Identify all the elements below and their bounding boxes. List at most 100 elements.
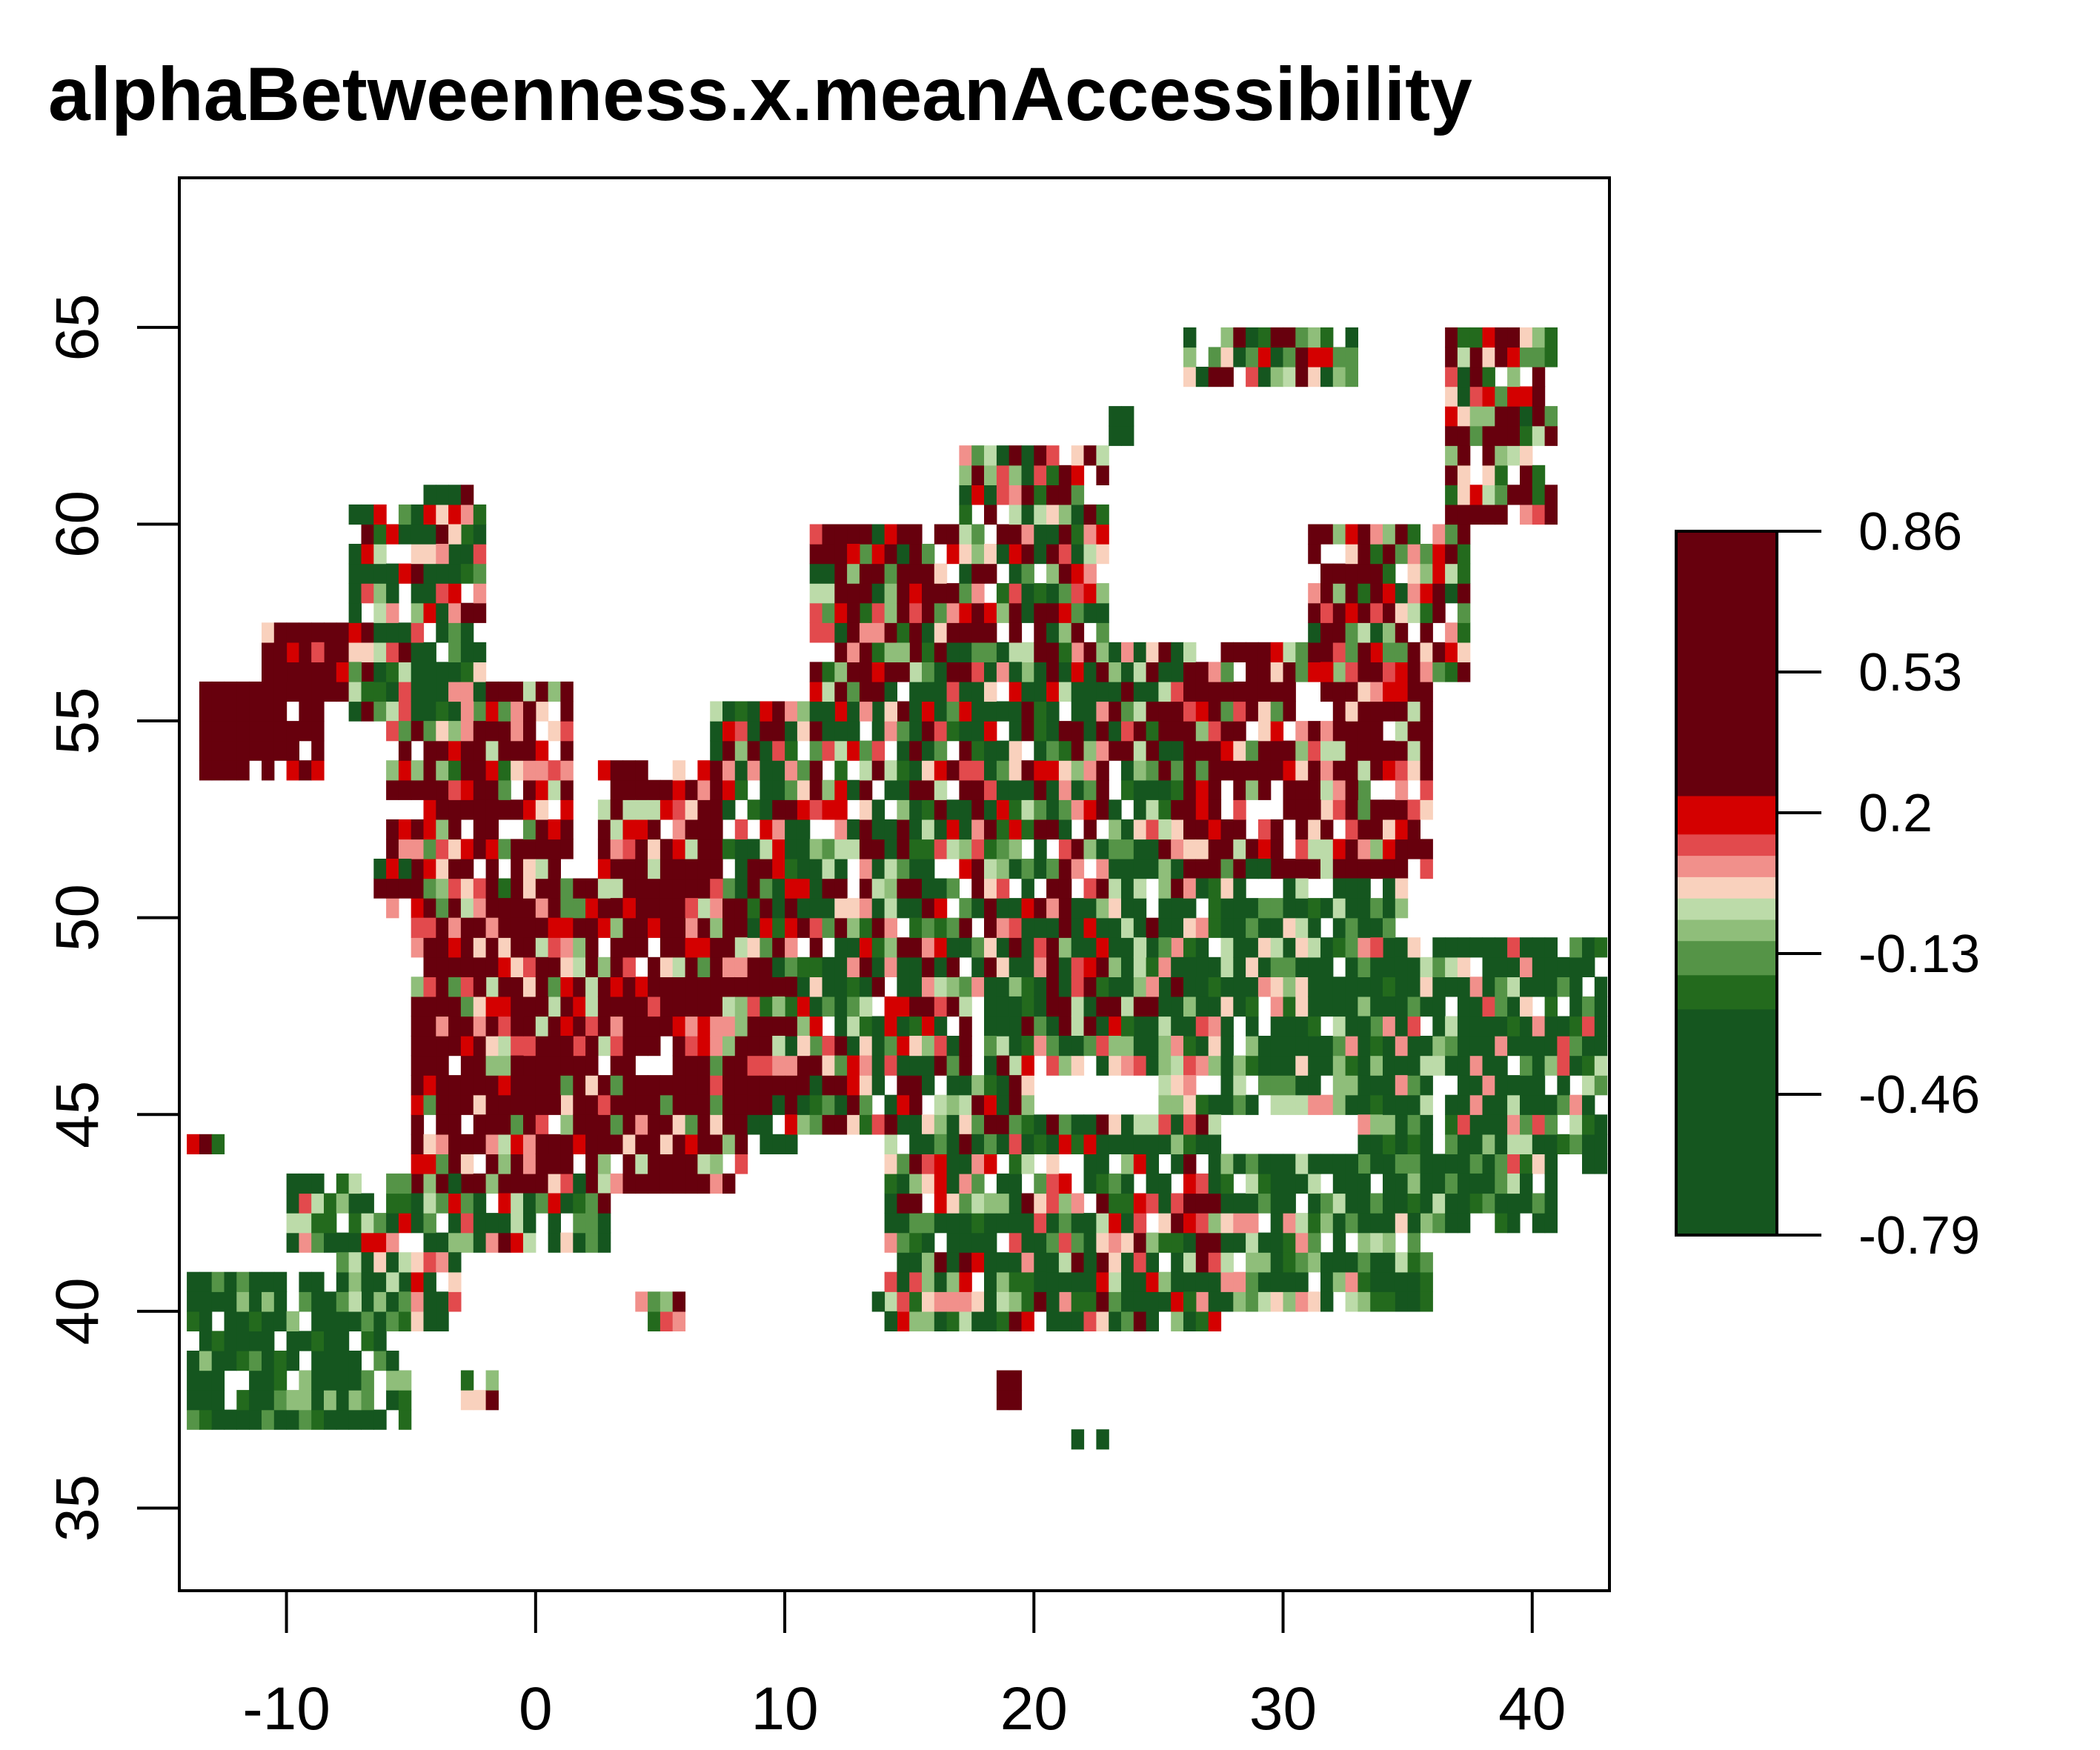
heat-cell	[585, 1134, 599, 1154]
heat-cell	[909, 524, 923, 545]
heat-cell	[249, 721, 262, 742]
heat-cell	[423, 485, 436, 505]
heat-cell	[1046, 563, 1060, 584]
heat-cell	[897, 544, 910, 565]
heat-cell	[1370, 544, 1383, 565]
heat-cell	[1345, 740, 1358, 761]
heat-cell	[1046, 760, 1060, 781]
heat-cell	[299, 760, 312, 781]
heat-cell	[1220, 1232, 1234, 1253]
heat-cell	[1121, 937, 1134, 958]
heat-cell	[1469, 977, 1483, 997]
heat-cell	[286, 721, 299, 742]
legend-frame	[1675, 530, 1778, 1237]
heat-cell	[1220, 917, 1234, 938]
heat-cell	[473, 583, 487, 604]
heat-cell	[909, 1173, 923, 1194]
heat-cell	[1133, 642, 1147, 662]
heat-cell	[822, 1055, 835, 1076]
heat-cell	[971, 701, 985, 722]
heat-cell	[909, 917, 923, 938]
heat-cell	[797, 799, 811, 820]
heat-cell	[871, 917, 885, 938]
heat-cell	[785, 1016, 798, 1037]
heat-cell	[897, 977, 910, 997]
heat-cell	[1208, 1213, 1222, 1234]
heat-cell	[1233, 1055, 1246, 1076]
heat-cell	[809, 1075, 823, 1096]
heat-cell	[1445, 956, 1458, 977]
heat-cell	[597, 1094, 611, 1115]
heat-cell	[361, 622, 374, 643]
heat-cell	[1146, 1114, 1159, 1135]
heat-cell	[1158, 701, 1172, 722]
heat-cell	[299, 1232, 312, 1253]
heat-cell	[1520, 386, 1533, 407]
heat-cell	[311, 1351, 325, 1371]
heat-cell	[1532, 1094, 1546, 1115]
heat-cell	[1183, 1036, 1197, 1057]
heat-cell	[273, 721, 288, 742]
heat-cell	[1083, 583, 1097, 604]
heat-cell	[722, 956, 736, 977]
heat-cell	[1358, 1075, 1371, 1096]
heat-cell	[922, 1154, 935, 1174]
heat-cell	[1046, 1134, 1060, 1154]
heat-cell	[1544, 425, 1558, 446]
heat-cell	[411, 1154, 425, 1174]
heat-cell	[610, 996, 624, 1017]
heat-cell	[436, 1114, 449, 1135]
heat-cell	[1195, 956, 1209, 977]
heat-cell	[1594, 1154, 1608, 1174]
heat-cell	[1582, 937, 1595, 958]
heat-cell	[1407, 1193, 1421, 1214]
heat-cell	[1482, 1193, 1495, 1214]
heat-cell	[1270, 819, 1284, 840]
heat-cell	[286, 662, 299, 682]
heat-cell	[1034, 917, 1047, 938]
heat-cell	[1544, 1173, 1558, 1194]
heat-cell	[1345, 937, 1358, 958]
heat-cell	[473, 917, 487, 938]
heat-cell	[1283, 937, 1296, 958]
heat-cell	[897, 642, 910, 662]
heat-cell	[1096, 898, 1109, 919]
heat-cell	[1146, 956, 1159, 977]
heat-cell	[1383, 917, 1396, 938]
heat-cell	[1083, 956, 1097, 977]
heat-cell	[1308, 956, 1321, 977]
heat-cell	[211, 681, 225, 702]
heat-cell	[262, 1351, 275, 1371]
heat-cell	[1009, 996, 1023, 1017]
heat-cell	[871, 662, 885, 682]
heat-cell	[1308, 839, 1321, 859]
heat-cell	[1383, 1154, 1396, 1174]
heat-cell	[523, 1213, 536, 1234]
y-tick-label: 50	[44, 884, 111, 951]
heat-cell	[834, 937, 848, 958]
heat-cell	[1395, 1213, 1409, 1234]
heat-cell	[1569, 1114, 1583, 1135]
heat-cell	[922, 1134, 935, 1154]
heat-cell	[1383, 1114, 1396, 1135]
heat-cell	[1469, 937, 1483, 958]
heat-cell	[1034, 1036, 1047, 1057]
heat-cell	[1171, 799, 1184, 820]
heat-cell	[897, 1291, 910, 1312]
heat-cell	[1034, 485, 1047, 505]
heat-cell	[1420, 956, 1433, 977]
heat-cell	[1096, 701, 1109, 722]
heat-cell	[859, 859, 873, 879]
heat-cell	[199, 701, 213, 722]
heat-cell	[1320, 642, 1334, 662]
heat-cell	[1407, 1036, 1421, 1057]
heat-cell	[498, 839, 511, 859]
heat-cell	[1544, 1055, 1558, 1076]
heat-cell	[1270, 1173, 1284, 1194]
heat-cell	[1109, 1114, 1122, 1135]
heat-cell	[1395, 642, 1409, 662]
heat-cell	[884, 917, 897, 938]
heat-cell	[473, 779, 487, 800]
heat-cell	[884, 779, 897, 800]
legend-tick-label: 0.86	[1858, 502, 1962, 562]
